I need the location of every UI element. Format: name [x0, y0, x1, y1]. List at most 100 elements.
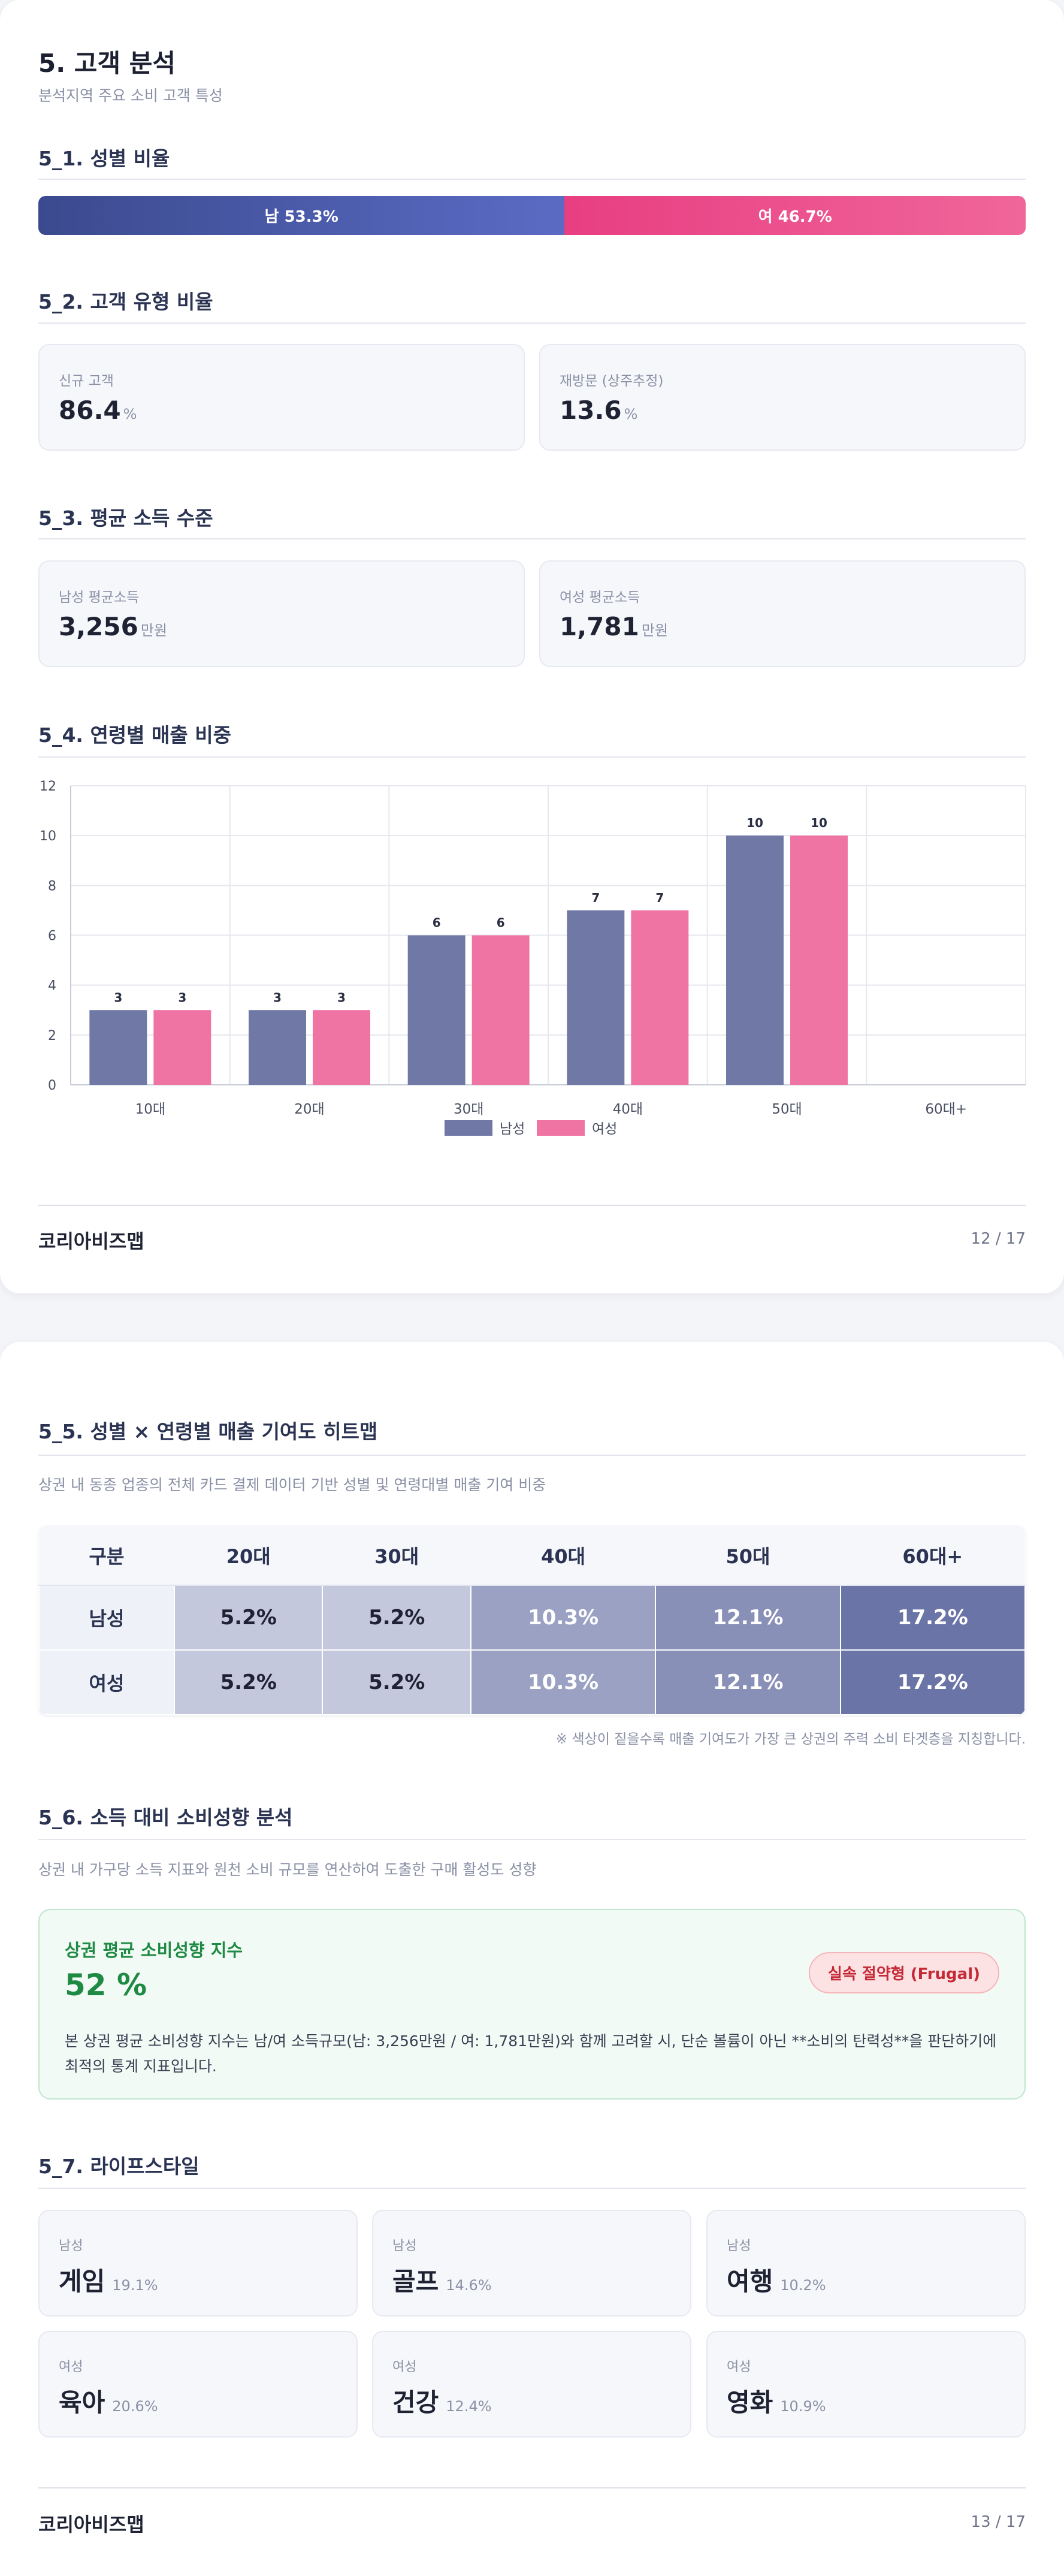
card-unit: % — [123, 406, 137, 423]
heatmap-cell: 5.2% — [322, 1649, 471, 1715]
new-customer-card: 신규 고객 86.4% — [38, 344, 525, 451]
returning-customer-card: 재방문 (상주추정) 13.6% — [539, 344, 1026, 451]
lifestyle-name: 게임 — [59, 2267, 105, 2296]
bar-male — [407, 935, 466, 1085]
heatmap-cell: 10.3% — [470, 1649, 657, 1715]
female-income-card: 여성 평균소득 1,781 만원 — [539, 560, 1026, 667]
heatmap-row-label: 남성 — [38, 1585, 175, 1651]
lifestyle-card: 남성 여행 10.2% — [706, 2210, 1026, 2316]
section-title-heatmap: 5_5. 성별 × 연령별 매출 기여도 히트맵 — [38, 1420, 378, 1443]
y-tick-label: 4 — [48, 979, 56, 994]
bar-female — [313, 1010, 370, 1085]
bar-female — [153, 1010, 211, 1085]
footer-brand: 코리아비즈맵 — [38, 2513, 144, 2536]
data-label: 6 — [433, 916, 441, 930]
heatmap-cell: 5.2% — [173, 1585, 324, 1651]
heatmap-cell: 17.2% — [839, 1585, 1026, 1651]
bar-male — [567, 910, 625, 1085]
table-row: 여성 5.2% 5.2% 10.3% 12.1% 17.2% — [38, 1649, 1026, 1715]
y-tick-label: 0 — [48, 1078, 56, 1093]
footer-divider — [38, 1205, 1026, 1206]
lifestyle-percent: 10.9% — [780, 2398, 826, 2415]
lifestyle-gender: 여성 — [392, 2360, 417, 2375]
lifestyle-card: 남성 골프 14.6% — [372, 2210, 691, 2316]
spending-index-label: 상권 평균 소비성향 지수 — [65, 1940, 243, 1960]
heatmap-cell: 5.2% — [173, 1649, 324, 1715]
lifestyle-percent: 12.4% — [446, 2398, 492, 2415]
card-label: 신규 고객 — [59, 373, 114, 389]
section-title-lifestyle: 5_7. 라이프스타일 — [38, 2155, 200, 2178]
gender-age-heatmap: 구분 20대 30대 40대 50대 60대+ 남성 5.2% 5.2% 10.… — [38, 1525, 1026, 1715]
data-label: 7 — [591, 891, 600, 905]
male-ratio-segment: 남 53.3% — [38, 196, 565, 235]
heatmap-cell: 5.2% — [322, 1585, 471, 1651]
lifestyle-card: 여성 건강 12.4% — [372, 2331, 691, 2438]
footer-brand: 코리아비즈맵 — [38, 1230, 144, 1253]
lifestyle-name: 영화 — [727, 2388, 773, 2417]
card-value: 13.6 — [560, 396, 622, 425]
report-page-12: 5. 고객 분석 분석지역 주요 소비 고객 특성 5_1. 성별 비율 남 5… — [0, 0, 1064, 1293]
page-subtitle: 분석지역 주요 소비 고객 특성 — [38, 87, 223, 104]
heatmap-cell: 10.3% — [470, 1585, 657, 1651]
card-value: 1,781 — [560, 612, 639, 641]
heatmap-header-cell: 60대+ — [840, 1525, 1025, 1586]
y-tick-label: 10 — [40, 829, 56, 844]
lifestyle-gender: 여성 — [727, 2360, 751, 2375]
lifestyle-name: 골프 — [392, 2267, 439, 2296]
heatmap-note: ※ 색상이 짙을수록 매출 기여도가 가장 큰 상권의 주력 소비 타겟층을 지… — [555, 1732, 1026, 1747]
legend-label: 여성 — [592, 1121, 617, 1137]
data-label: 10 — [746, 816, 763, 830]
x-tick-label: 60대+ — [925, 1102, 967, 1117]
data-label: 6 — [497, 916, 505, 930]
spending-type-badge: 실속 절약형 (Frugal) — [809, 1952, 999, 1993]
lifestyle-percent: 10.2% — [780, 2277, 826, 2294]
card-unit: 만원 — [140, 622, 168, 639]
lifestyle-name: 육아 — [59, 2388, 105, 2417]
heatmap-header-row: 구분 20대 30대 40대 50대 60대+ — [39, 1525, 1025, 1586]
legend-label: 남성 — [500, 1121, 525, 1137]
female-ratio-segment: 여 46.7% — [564, 196, 1026, 235]
section-divider — [38, 538, 1026, 539]
heatmap-cell: 12.1% — [655, 1649, 841, 1715]
data-label: 3 — [337, 990, 346, 1005]
lifestyle-card: 여성 육아 20.6% — [38, 2331, 358, 2438]
footer-divider — [38, 2487, 1026, 2488]
card-label: 여성 평균소득 — [560, 590, 640, 605]
y-tick-label: 2 — [48, 1028, 56, 1043]
card-label: 재방문 (상주추정) — [560, 373, 664, 389]
lifestyle-gender: 남성 — [392, 2239, 417, 2254]
y-tick-label: 6 — [48, 929, 56, 944]
lifestyle-percent: 14.6% — [446, 2277, 492, 2294]
section-title-gender: 5_1. 성별 비율 — [38, 147, 170, 170]
x-tick-label: 20대 — [294, 1102, 324, 1117]
data-label: 3 — [178, 990, 186, 1005]
heatmap-row-label: 여성 — [38, 1649, 175, 1715]
heatmap-cell: 12.1% — [655, 1585, 841, 1651]
bar-female — [631, 910, 689, 1085]
card-unit: 만원 — [641, 622, 669, 639]
page-title: 5. 고객 분석 — [38, 49, 176, 78]
age-sales-bar-chart: 0 2 4 6 8 10 12 3 3 10대 3 3 20대 6 6 30대 7 7 40대 10 10 50대 60대+… — [40, 779, 1026, 1137]
lifestyle-gender: 여성 — [59, 2360, 83, 2375]
bar-female — [790, 835, 848, 1085]
data-label: 10 — [811, 816, 827, 830]
card-value: 3,256 — [59, 612, 138, 641]
x-tick-label: 40대 — [613, 1102, 643, 1117]
bar-male — [89, 1010, 147, 1085]
card-unit: % — [624, 406, 638, 423]
lifestyle-card: 여성 영화 10.9% — [706, 2331, 1026, 2438]
heatmap-cell: 17.2% — [839, 1649, 1026, 1715]
x-tick-label: 50대 — [772, 1102, 802, 1117]
spending-description: 본 상권 평균 소비성향 지수는 남/여 소득규모(남: 3,256만원 / 여… — [65, 2032, 997, 2075]
data-label: 3 — [273, 990, 282, 1005]
lifestyle-percent: 19.1% — [112, 2277, 158, 2294]
section-divider — [38, 2188, 1026, 2189]
bar-male — [726, 835, 784, 1085]
x-tick-label: 30대 — [454, 1102, 483, 1117]
gender-ratio-bar: 남 53.3% 여 46.7% — [38, 196, 1026, 235]
data-label: 3 — [114, 990, 122, 1005]
data-label: 7 — [655, 891, 664, 905]
heatmap-header-cell: 30대 — [322, 1525, 471, 1586]
legend-swatch — [445, 1120, 492, 1136]
section-title-spending: 5_6. 소득 대비 소비성향 분석 — [38, 1806, 293, 1829]
